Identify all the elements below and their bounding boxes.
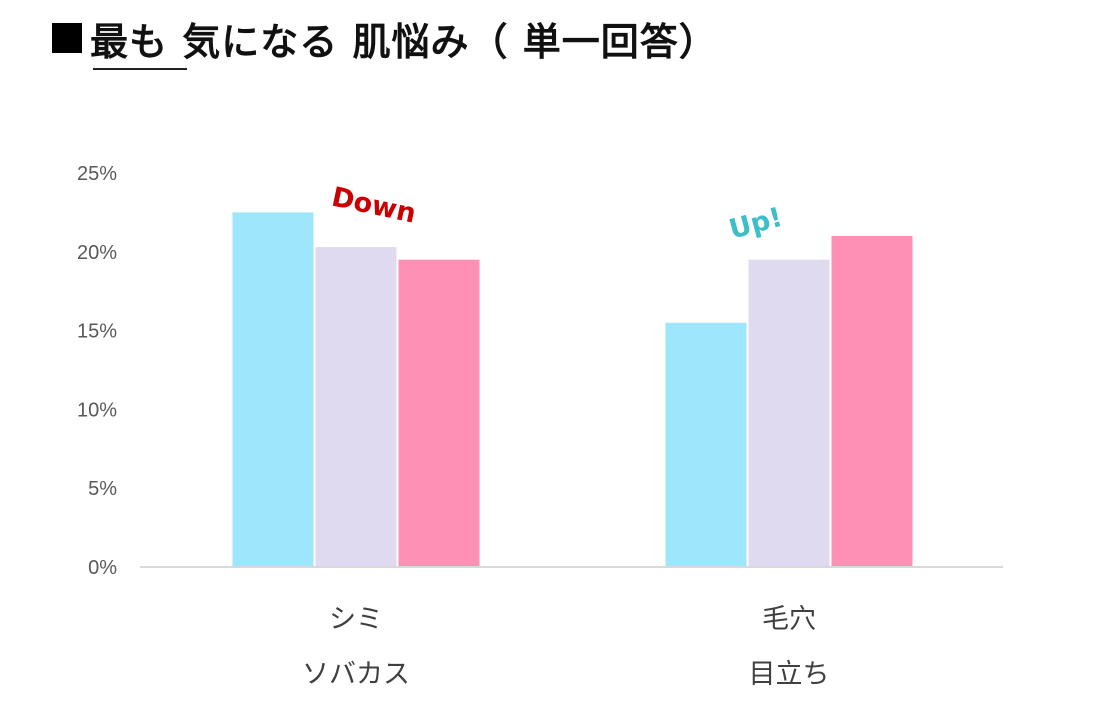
bar xyxy=(748,259,830,567)
bar xyxy=(232,212,314,567)
page-title: 最も 気になる 肌悩み（ 単一回答） xyxy=(90,19,718,64)
category-label: シミ xyxy=(329,604,383,635)
y-tick-label: 10% xyxy=(77,399,117,421)
y-tick-label: 5% xyxy=(88,478,117,500)
bar xyxy=(315,247,397,567)
title-square-icon xyxy=(52,23,82,53)
annotation-label: Up! xyxy=(726,202,786,246)
category-label: 目立ち xyxy=(749,659,830,690)
bar xyxy=(665,322,747,567)
y-tick-label: 0% xyxy=(88,557,117,579)
annotation-label: Down xyxy=(329,182,419,230)
category-label: 毛穴 xyxy=(762,604,816,635)
y-tick-label: 15% xyxy=(77,321,117,343)
y-tick-label: 20% xyxy=(77,242,117,264)
bar xyxy=(398,259,480,567)
bar xyxy=(831,236,913,568)
title-block: 最も 気になる 肌悩み（ 単一回答） xyxy=(52,8,718,68)
title-underline xyxy=(93,68,187,70)
category-label: ソバカス xyxy=(302,659,410,690)
y-tick-label: 25% xyxy=(77,163,117,185)
